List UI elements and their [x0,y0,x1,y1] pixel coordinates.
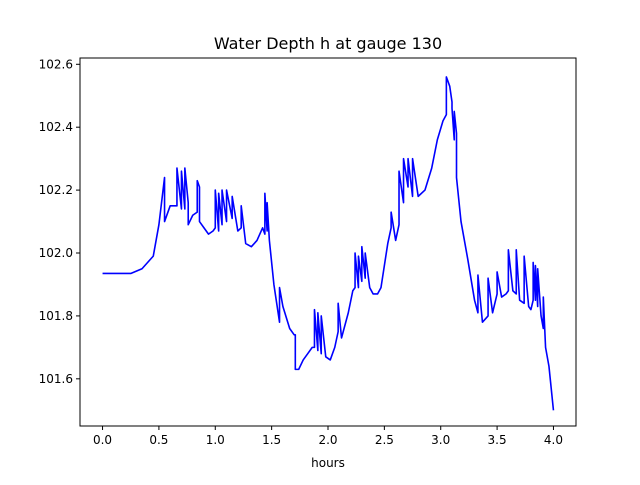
x-tick-label: 3.5 [488,433,507,447]
x-axis-label: hours [311,456,345,470]
y-tick-label: 102.2 [39,183,73,197]
y-axis: 101.6 101.8 102.0 102.2 102.4 102.6 [39,57,80,386]
x-tick-label: 4.0 [544,433,563,447]
x-axis: 0.0 0.5 1.0 1.5 2.0 2.5 3.0 3.5 4.0 [93,426,563,447]
y-tick-label: 102.0 [39,246,73,260]
y-tick-label: 102.6 [39,57,73,71]
x-tick-label: 1.5 [262,433,281,447]
x-tick-label: 3.0 [431,433,450,447]
x-tick-label: 2.5 [375,433,394,447]
x-tick-label: 0.0 [93,433,112,447]
y-tick-label: 102.4 [39,120,73,134]
x-tick-label: 0.5 [149,433,168,447]
x-tick-label: 2.0 [318,433,337,447]
series-line-0 [102,76,555,411]
chart-title: Water Depth h at gauge 130 [214,34,442,53]
y-tick-label: 101.6 [39,372,73,386]
x-tick-label: 1.0 [206,433,225,447]
y-tick-label: 101.8 [39,309,73,323]
plot-frame [79,57,577,427]
series-layer [102,76,555,411]
